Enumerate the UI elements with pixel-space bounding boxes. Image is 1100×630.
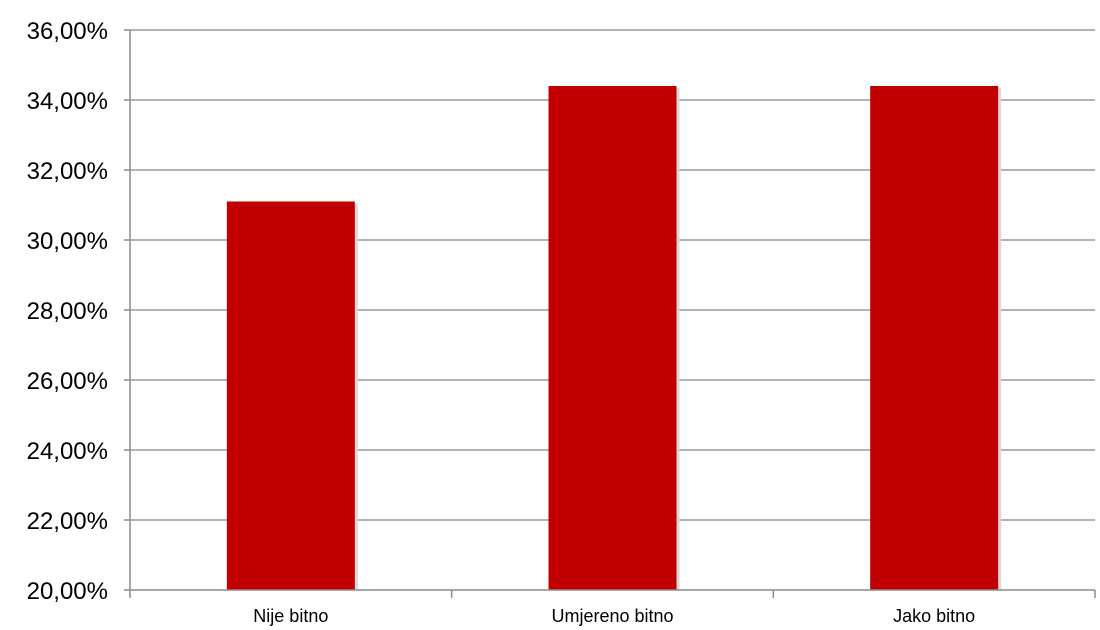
x-tick-labels: Nije bitno Umjereno bitno Jako bitno xyxy=(129,590,1096,626)
x-tick-label: Jako bitno xyxy=(893,606,975,626)
y-tick-label: 34,00% xyxy=(27,88,108,115)
y-tick-label: 22,00% xyxy=(27,508,108,535)
y-tick-label: 30,00% xyxy=(27,228,108,255)
bars xyxy=(226,86,1002,590)
axes xyxy=(129,30,1095,591)
y-tick-label: 28,00% xyxy=(27,298,108,325)
y-tick-labels: 20,00% 22,00% 24,00% 26,00% 28,00% 30,00% 32,0… xyxy=(27,18,108,605)
y-tick-label: 24,00% xyxy=(27,438,108,465)
y-tick-label: 26,00% xyxy=(27,368,108,395)
bar xyxy=(226,201,355,590)
y-tick-label: 32,00% xyxy=(27,158,108,185)
y-tick-label: 36,00% xyxy=(27,18,108,45)
x-tick-label: Umjereno bitno xyxy=(551,606,673,626)
x-tick-label: Nije bitno xyxy=(253,606,328,626)
y-tick-label: 20,00% xyxy=(27,578,108,605)
bar xyxy=(548,86,677,590)
bar xyxy=(870,86,999,590)
